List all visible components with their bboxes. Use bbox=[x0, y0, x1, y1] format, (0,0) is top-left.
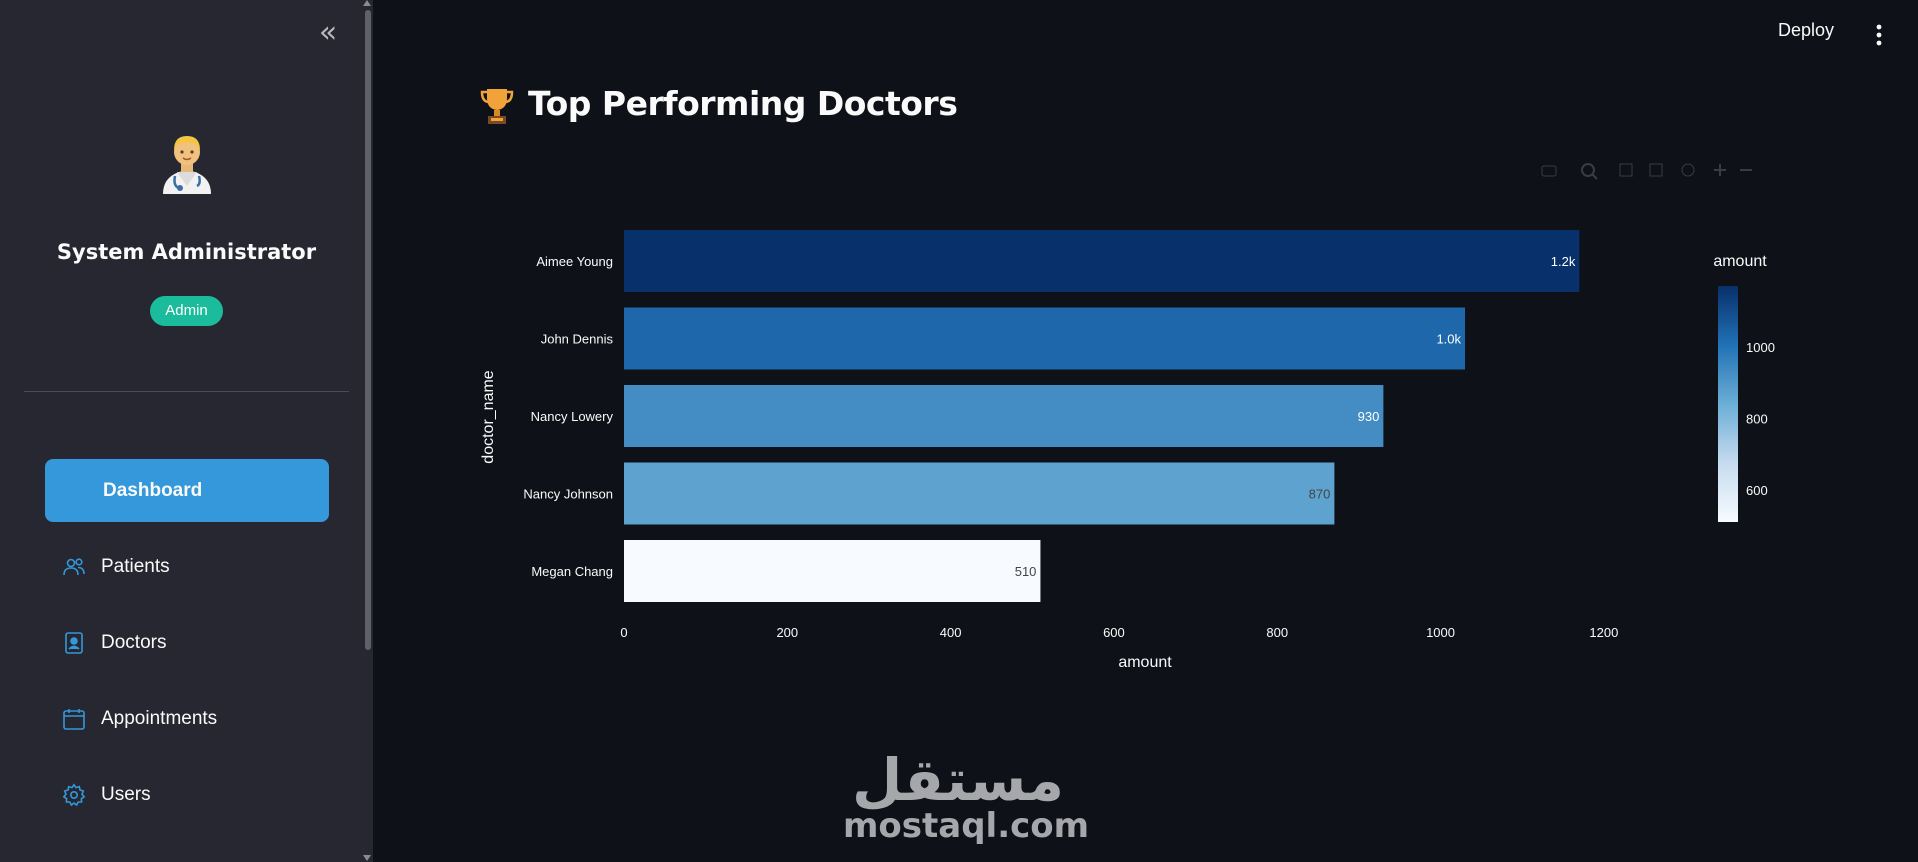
sidebar-item-label: Dashboard bbox=[103, 480, 203, 501]
sidebar-scrollbar-thumb[interactable] bbox=[365, 10, 371, 650]
bar-1[interactable] bbox=[624, 307, 1466, 370]
colorbar bbox=[1718, 286, 1738, 522]
trophy-icon bbox=[480, 89, 514, 124]
colorbar-tick-label: 1000 bbox=[1746, 340, 1775, 355]
bar-data-label: 1.0k bbox=[1436, 332, 1461, 347]
sidebar-item-label: Doctors bbox=[101, 632, 167, 653]
bar-0[interactable] bbox=[624, 230, 1580, 292]
zoom-icon[interactable] bbox=[1581, 163, 1595, 177]
pan-icon[interactable] bbox=[1619, 163, 1633, 177]
y-tick-label: Nancy Lowery bbox=[531, 409, 614, 424]
x-tick-label: 1200 bbox=[1589, 625, 1618, 640]
watermark-latin: mostaql.com bbox=[843, 806, 1090, 846]
sidebar-item-patients[interactable]: Patients bbox=[45, 535, 329, 598]
bar-2[interactable] bbox=[624, 385, 1384, 447]
badge-icon bbox=[65, 632, 83, 654]
watermark: مستقل mostaql.com bbox=[843, 746, 1090, 846]
zoom-in-icon[interactable] bbox=[1714, 164, 1726, 176]
chart-modebar[interactable] bbox=[1540, 160, 1760, 182]
camera-icon[interactable] bbox=[1541, 165, 1557, 177]
colorbar-title: amount bbox=[1713, 253, 1767, 270]
bars-group bbox=[624, 230, 1580, 602]
y-tick-label: Megan Chang bbox=[531, 564, 613, 579]
y-axis-title: doctor_name bbox=[480, 370, 497, 463]
doctor-avatar-icon bbox=[163, 136, 211, 194]
x-tick-label: 600 bbox=[1103, 625, 1125, 640]
x-tick-label: 0 bbox=[620, 625, 627, 640]
bar-3[interactable] bbox=[624, 462, 1335, 525]
bar-data-label: 510 bbox=[1015, 564, 1037, 579]
sidebar-item-label: Patients bbox=[101, 556, 170, 577]
scroll-up-arrow-icon[interactable] bbox=[363, 0, 371, 6]
y-tick-label: Nancy Johnson bbox=[523, 487, 613, 502]
x-tick-label: 200 bbox=[776, 625, 798, 640]
colorbar-tick-label: 800 bbox=[1746, 411, 1768, 426]
watermark-arabic: مستقل bbox=[851, 746, 1065, 814]
y-axis-category-labels: Aimee Young John Dennis Nancy Lowery Nancy … bbox=[523, 254, 613, 579]
x-axis-title: amount bbox=[1118, 654, 1172, 671]
sidebar-item-label: Appointments bbox=[101, 708, 218, 729]
gear-icon bbox=[62, 783, 86, 807]
bar-chart: Aimee Young John Dennis Nancy Lowery Nancy … bbox=[480, 230, 1775, 671]
x-tick-label: 1000 bbox=[1426, 625, 1455, 640]
role-badge: Admin bbox=[150, 296, 223, 326]
x-tick-label: 800 bbox=[1266, 625, 1288, 640]
bar-data-label: 930 bbox=[1358, 409, 1380, 424]
box-select-icon[interactable] bbox=[1649, 163, 1663, 177]
y-tick-label: John Dennis bbox=[541, 332, 614, 347]
y-tick-label: Aimee Young bbox=[536, 254, 613, 269]
double-chevron-left-icon[interactable]: « bbox=[318, 15, 338, 50]
users-icon bbox=[63, 558, 85, 576]
page-title: Top Performing Doctors bbox=[528, 84, 958, 123]
sidebar: « System Administrator Admin Dashboard P… bbox=[0, 0, 373, 862]
bar-4[interactable] bbox=[624, 540, 1041, 602]
scroll-down-arrow-icon[interactable] bbox=[363, 855, 371, 861]
user-name: System Administrator bbox=[56, 240, 317, 264]
x-axis-ticks: 0 200 400 600 800 1000 1200 bbox=[620, 625, 1618, 640]
bar-data-label: 1.2k bbox=[1551, 254, 1576, 269]
bar-data-labels: 1.2k 1.0k 930 870 510 bbox=[1015, 254, 1576, 579]
deploy-button[interactable]: Deploy bbox=[1778, 20, 1835, 40]
x-tick-label: 400 bbox=[940, 625, 962, 640]
sidebar-item-users[interactable]: Users bbox=[45, 763, 329, 826]
colorbar-ticks: 600 800 1000 bbox=[1746, 340, 1775, 498]
sidebar-item-appointments[interactable]: Appointments bbox=[45, 687, 329, 750]
sidebar-item-label: Users bbox=[101, 784, 151, 805]
bar-data-label: 870 bbox=[1309, 487, 1331, 502]
colorbar-tick-label: 600 bbox=[1746, 483, 1768, 498]
kebab-menu-icon[interactable] bbox=[1872, 24, 1886, 46]
sidebar-divider bbox=[24, 391, 349, 392]
calendar-icon bbox=[63, 709, 85, 730]
sidebar-item-doctors[interactable]: Doctors bbox=[45, 611, 329, 674]
sidebar-item-dashboard[interactable]: Dashboard bbox=[45, 459, 329, 522]
lasso-icon[interactable] bbox=[1681, 163, 1695, 177]
